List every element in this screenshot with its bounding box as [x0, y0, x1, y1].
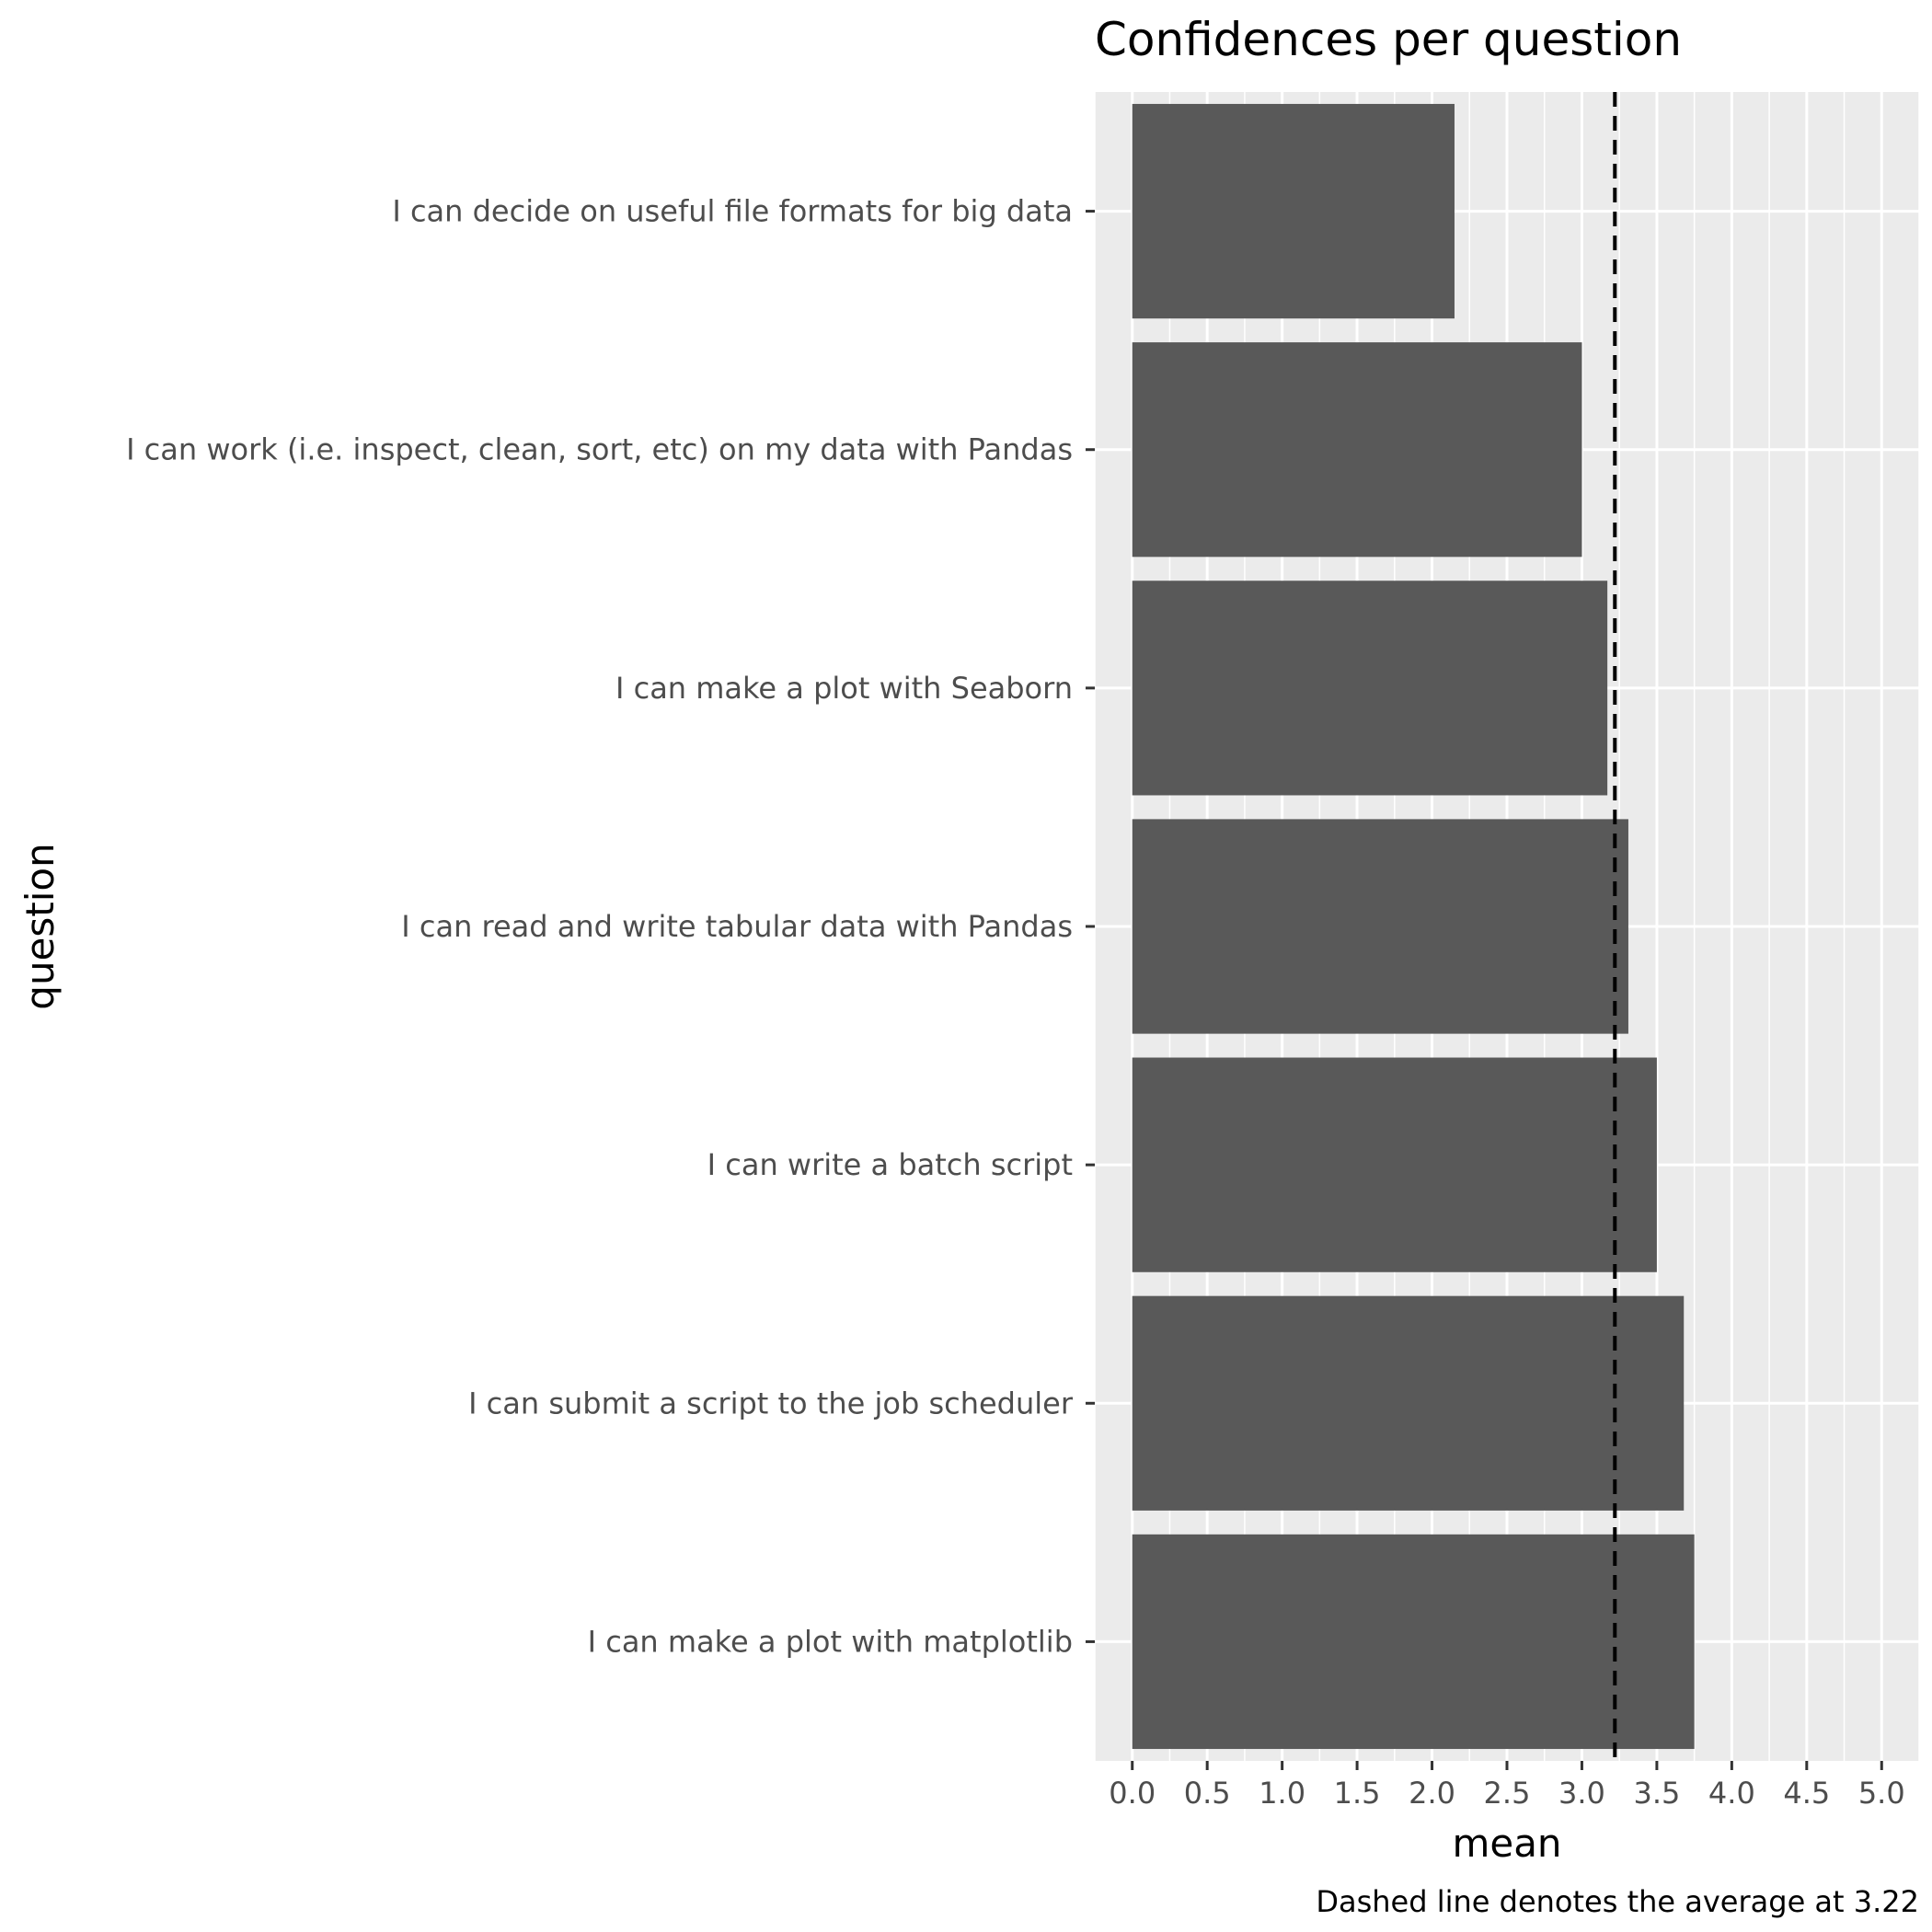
x-tick-label: 0.5 — [1184, 1776, 1231, 1811]
x-tick-label: 4.5 — [1783, 1776, 1830, 1811]
x-axis-title: mean — [1452, 1821, 1561, 1866]
y-tick-label: I can submit a script to the job schedul… — [468, 1386, 1074, 1420]
y-tick-label: I can decide on useful file formats for … — [392, 194, 1073, 229]
bar — [1132, 1534, 1695, 1750]
bar — [1132, 1295, 1685, 1511]
x-tick-label: 3.0 — [1558, 1776, 1605, 1811]
x-tick-label: 1.5 — [1334, 1776, 1381, 1811]
bar — [1132, 1057, 1657, 1272]
x-tick-label: 2.0 — [1409, 1776, 1455, 1811]
bar — [1132, 819, 1628, 1034]
bar — [1132, 103, 1455, 319]
x-tick-label: 2.5 — [1484, 1776, 1531, 1811]
y-tick-label: I can make a plot with Seaborn — [615, 671, 1073, 706]
bar — [1132, 581, 1608, 796]
bars — [1132, 103, 1695, 1750]
y-axis-title: question — [17, 843, 63, 1009]
y-tick-label: I can make a plot with matplotlib — [588, 1624, 1073, 1659]
x-tick-label: 1.0 — [1259, 1776, 1305, 1811]
x-axis-ticks: 0.0 0.5 1.0 1.5 2.0 2.5 3.0 3.5 4.0 4.5 5.0 — [1109, 1761, 1905, 1811]
x-tick-label: 4.0 — [1708, 1776, 1755, 1811]
bar — [1132, 342, 1582, 558]
y-tick-label: I can write a batch script — [707, 1147, 1073, 1182]
x-tick-label: 3.5 — [1633, 1776, 1680, 1811]
y-axis-ticks: I can decide on useful file formats for … — [126, 194, 1095, 1659]
chart-title: Confidences per question — [1095, 13, 1682, 66]
y-tick-label: I can read and write tabular data with P… — [401, 909, 1073, 944]
chart-caption: Dashed line denotes the average at 3.22 — [1316, 1884, 1919, 1919]
y-tick-label: I can work (i.e. inspect, clean, sort, e… — [126, 432, 1073, 467]
x-tick-label: 5.0 — [1858, 1776, 1905, 1811]
x-tick-label: 0.0 — [1109, 1776, 1156, 1811]
